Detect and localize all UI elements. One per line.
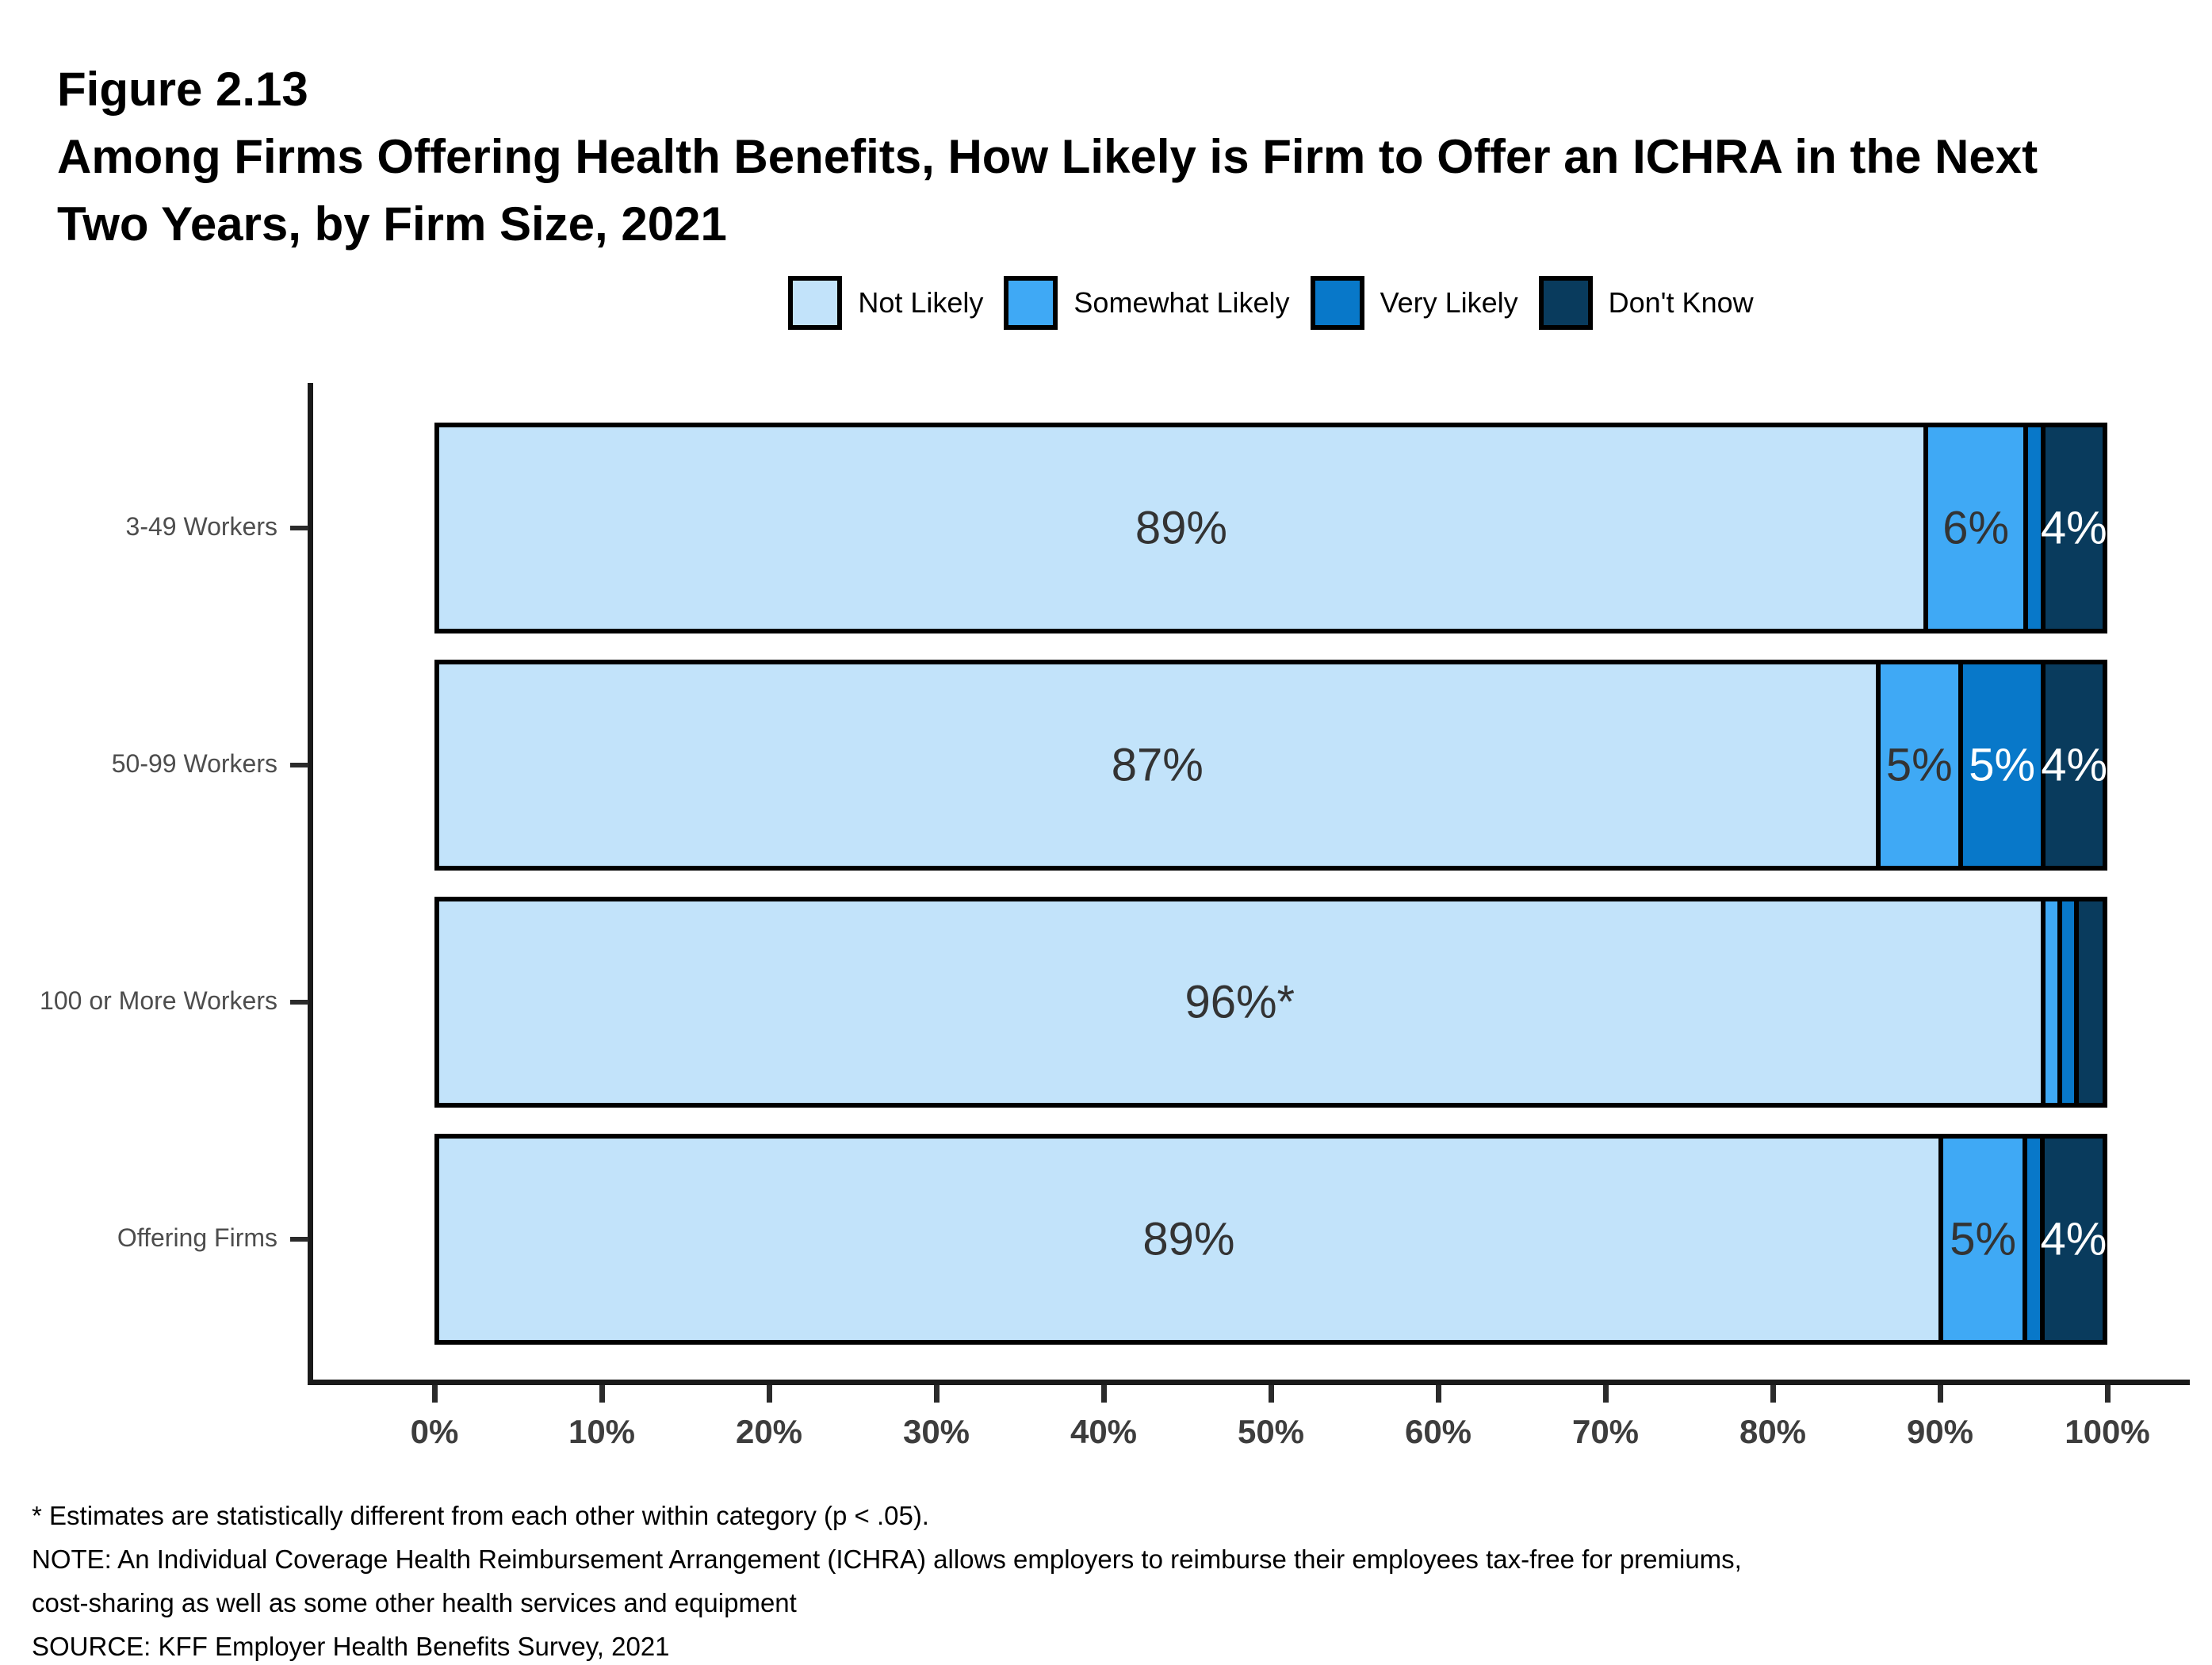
- legend-item: Don't Know: [1538, 276, 1754, 330]
- x-axis-tick-label: 20%: [735, 1413, 803, 1450]
- x-axis-tick-label: 0%: [410, 1413, 459, 1450]
- bar-segment-label: 96%*: [1184, 976, 1295, 1028]
- x-axis-tick: [2105, 1385, 2111, 1403]
- bar-segment-label: 5%: [1885, 739, 1953, 791]
- x-axis-tick: [1436, 1385, 1441, 1403]
- bar-segment: [2023, 423, 2041, 633]
- bar-segment: [2040, 897, 2057, 1108]
- legend: Not Likely Somewhat Likely Very Likely Don'…: [434, 276, 2107, 330]
- y-axis-tick: [290, 763, 308, 767]
- x-axis-tick-label: 30%: [902, 1413, 970, 1450]
- bar-segment: 5%: [1875, 660, 1958, 871]
- x-axis-tick-label: 40%: [1070, 1413, 1138, 1450]
- bar-segment: [2073, 897, 2107, 1108]
- bar-row: 89% 5% 4%: [434, 1134, 2107, 1345]
- bar-segment-label: 4%: [2041, 739, 2108, 791]
- x-axis-tick: [767, 1385, 772, 1403]
- x-axis-tick-label: 90%: [1906, 1413, 1974, 1450]
- legend-swatch-icon: [1004, 276, 1058, 330]
- legend-label: Very Likely: [1380, 286, 1518, 319]
- bar-segment-label: 4%: [2040, 1213, 2107, 1265]
- x-axis-tick: [1938, 1385, 1943, 1403]
- bar-segment: 5%: [1938, 1134, 2023, 1345]
- bar-segment: 5%: [1958, 660, 2042, 871]
- bar-segment: 89%: [434, 1134, 1938, 1345]
- x-axis-tick-label: 70%: [1571, 1413, 1640, 1450]
- bar-segment: 96%*: [434, 897, 2041, 1108]
- bar-segment: 4%: [2040, 423, 2107, 633]
- footnote-note-line-1: NOTE: An Individual Coverage Health Reim…: [32, 1544, 1742, 1574]
- figure-label: Figure 2.13: [57, 63, 308, 116]
- legend-item: Somewhat Likely: [1004, 276, 1290, 330]
- bar-row: 87% 5% 5% 4%: [434, 660, 2107, 871]
- bar-segment: 6%: [1923, 423, 2024, 633]
- legend-swatch-icon: [1538, 276, 1593, 330]
- bar-row: 89% 6% 4%: [434, 423, 2107, 633]
- chart-title-line-1: Among Firms Offering Health Benefits, Ho…: [57, 130, 2038, 183]
- legend-label: Somewhat Likely: [1073, 286, 1290, 319]
- legend-item: Not Likely: [788, 276, 983, 330]
- y-axis-tick: [290, 1237, 308, 1242]
- legend-label: Not Likely: [858, 286, 984, 319]
- legend-swatch-icon: [788, 276, 843, 330]
- category-label: Offering Firms: [117, 1223, 277, 1252]
- title-block: Figure 2.13 Among Firms Offering Health …: [57, 56, 2038, 258]
- x-axis-line: [308, 1380, 2190, 1385]
- footnote-note-line-2: cost-sharing as well as some other healt…: [32, 1588, 797, 1617]
- x-axis-tick-label: 60%: [1404, 1413, 1472, 1450]
- legend-swatch-icon: [1310, 276, 1364, 330]
- bar-segment: 4%: [2041, 660, 2107, 871]
- bar-segment: [2023, 1134, 2040, 1345]
- chart-title-line-2: Two Years, by Firm Size, 2021: [57, 197, 727, 251]
- y-axis-line: [308, 383, 313, 1383]
- legend-label: Don't Know: [1608, 286, 1754, 319]
- footnotes: * Estimates are statistically different …: [32, 1494, 1742, 1665]
- bar-segment: 87%: [434, 660, 1876, 871]
- category-label: 100 or More Workers: [40, 986, 277, 1015]
- bar-segment-label: 89%: [1142, 1213, 1235, 1265]
- legend-item: Very Likely: [1310, 276, 1518, 330]
- bar-segment-label: 89%: [1135, 502, 1227, 554]
- x-axis-tick: [432, 1385, 438, 1403]
- x-axis-tick-label: 10%: [568, 1413, 636, 1450]
- bar-segment: 89%: [434, 423, 1923, 633]
- y-axis-tick: [290, 1000, 308, 1005]
- footnote-significance: * Estimates are statistically different …: [32, 1501, 929, 1530]
- x-axis-tick: [599, 1385, 605, 1403]
- y-axis-tick: [290, 526, 308, 530]
- bar-segment: [2057, 897, 2074, 1108]
- x-axis-tick-label: 100%: [2065, 1413, 2150, 1450]
- bar-segment: 4%: [2039, 1134, 2107, 1345]
- bar-segment-label: 5%: [1950, 1213, 2017, 1265]
- bar-segment-label: 5%: [1969, 739, 2036, 791]
- category-label: 3-49 Workers: [125, 512, 277, 541]
- bar-segment-label: 6%: [1942, 502, 2010, 554]
- x-axis-tick-label: 50%: [1237, 1413, 1305, 1450]
- x-axis-tick: [934, 1385, 940, 1403]
- footnote-source: SOURCE: KFF Employer Health Benefits Sur…: [32, 1632, 670, 1661]
- bar-segment-label: 4%: [2040, 502, 2107, 554]
- x-axis-tick-label: 80%: [1739, 1413, 1807, 1450]
- x-axis-tick: [1603, 1385, 1609, 1403]
- x-axis-tick: [1269, 1385, 1274, 1403]
- x-axis-tick: [1101, 1385, 1107, 1403]
- x-axis-tick: [1770, 1385, 1776, 1403]
- bar-row: 96%*: [434, 897, 2107, 1108]
- bar-segment-label: 87%: [1111, 739, 1204, 791]
- category-label: 50-99 Workers: [111, 749, 277, 778]
